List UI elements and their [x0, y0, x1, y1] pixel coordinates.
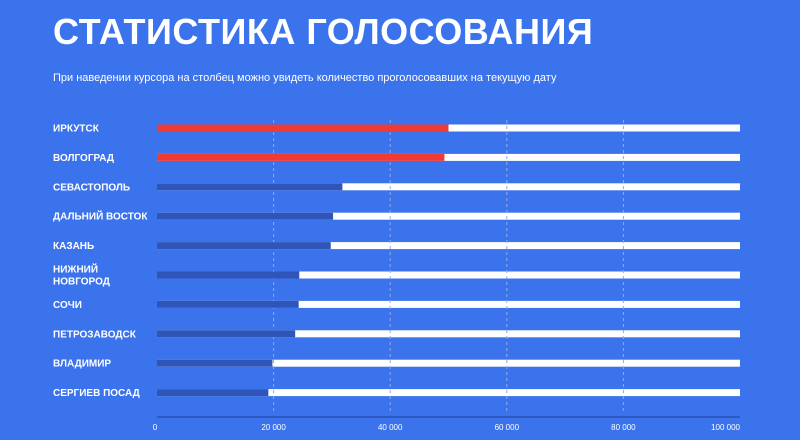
category-label: НИЖНИЙ НОВГОРОД [53, 263, 110, 288]
grid-layer [273, 120, 624, 414]
page-title: СТАТИСТИКА ГОЛОСОВАНИЯ [53, 11, 594, 52]
bar[interactable] [157, 271, 300, 279]
x-tick-label: 40 000 [378, 423, 403, 432]
bar-track [157, 153, 740, 161]
x-tick-label: 20 000 [261, 423, 286, 432]
x-tick-label: 60 000 [495, 423, 520, 432]
category-label: ДАЛЬНИЙ ВОСТОК [53, 210, 148, 223]
bar-track [157, 389, 740, 397]
category-label: ИРКУТСК [53, 124, 100, 135]
bar[interactable] [157, 212, 334, 220]
category-label: СЕВАСТОПОЛЬ [53, 182, 130, 193]
category-label: ПЕТРОЗАВОДСК [53, 329, 137, 340]
bar[interactable] [157, 300, 299, 308]
bar-track [157, 300, 740, 308]
bar-track [157, 183, 740, 191]
bar[interactable] [157, 183, 343, 191]
bar-track [157, 271, 740, 279]
bar-track [157, 330, 740, 338]
bar-layer [157, 124, 449, 397]
x-axis: 0 20 000 40 000 60 000 80 000 100 000 [153, 416, 741, 432]
category-label: КАЗАНЬ [53, 241, 94, 252]
bar[interactable] [157, 359, 273, 367]
x-tick-label: 80 000 [611, 423, 636, 432]
x-tick-label: 0 [153, 423, 158, 432]
bar-track [157, 242, 740, 250]
category-label: СЕРГИЕВ ПОСАД [53, 388, 140, 399]
category-label: ВЛАДИМИР [53, 359, 111, 370]
bar[interactable] [157, 330, 296, 338]
bar-track [157, 212, 740, 220]
bar-track-layer [157, 124, 740, 397]
category-label: ВОЛГОГРАД [53, 153, 114, 164]
bar[interactable] [157, 242, 331, 250]
bar[interactable] [157, 389, 269, 397]
category-label: СОЧИ [53, 300, 82, 311]
bar-track [157, 359, 740, 367]
bar[interactable] [157, 124, 449, 132]
bar[interactable] [157, 153, 445, 161]
page-subtitle: При наведении курсора на столбец можно у… [53, 72, 557, 84]
x-tick-label: 100 000 [711, 423, 740, 432]
category-label-layer: ИРКУТСК ВОЛГОГРАД СЕВАСТОПОЛЬ ДАЛЬНИЙ ВОСТО… [53, 124, 148, 400]
